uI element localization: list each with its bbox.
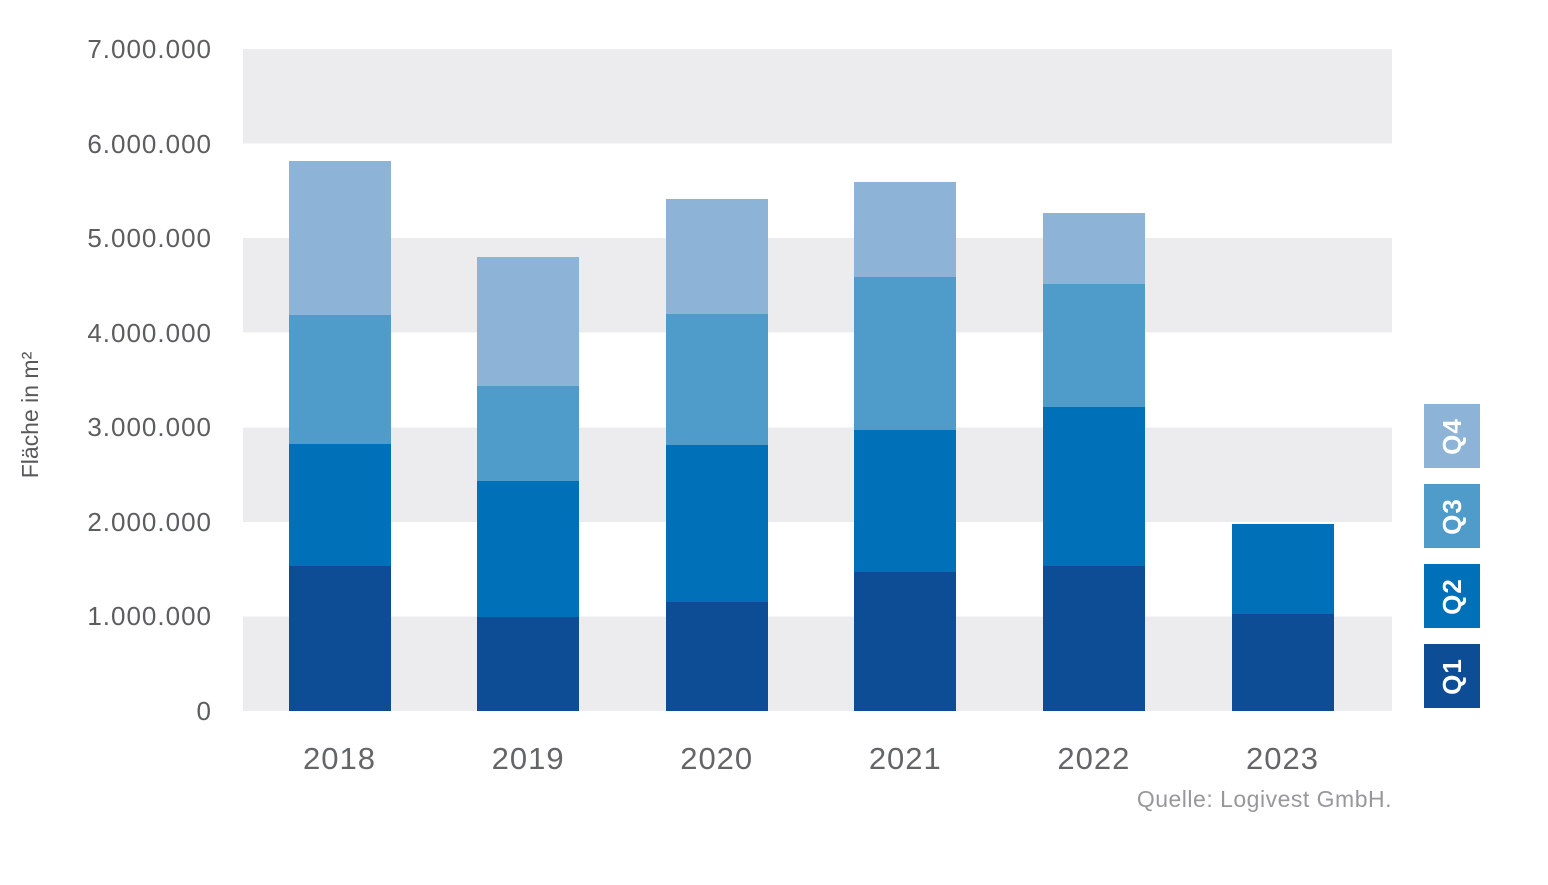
source-note: Quelle: Logivest GmbH. [1136, 786, 1392, 812]
legend-item-q4: Q4 [1424, 404, 1480, 468]
bar-segment-2020-q2 [665, 445, 768, 603]
bar-segment-2019-q3 [477, 385, 580, 482]
bar-segment-2021-q4 [854, 182, 957, 277]
x-tick-label-2019: 2019 [491, 741, 565, 776]
y-tick-label: 4.000.000 [87, 317, 212, 348]
y-tick-label: 7.000.000 [87, 34, 212, 64]
bar-segment-2018-q4 [288, 160, 391, 315]
bar-segment-2022-q3 [1042, 283, 1145, 408]
bar-segment-2021-q1 [854, 571, 957, 711]
bar-segment-2021-q3 [854, 276, 957, 431]
bar-segment-2021-q2 [854, 430, 957, 572]
legend-label-q4: Q4 [1436, 417, 1467, 455]
y-tick-label: 5.000.000 [87, 223, 212, 254]
bar-segment-2018-q3 [288, 314, 391, 445]
bar-segment-2020-q3 [665, 313, 768, 446]
legend-label-q2: Q2 [1436, 577, 1467, 615]
y-tick-label: 3.000.000 [87, 412, 212, 443]
legend-label-q3: Q3 [1436, 497, 1467, 535]
bar-segment-2023-q1 [1231, 613, 1334, 711]
bar-segment-2023-q2 [1231, 523, 1334, 614]
bar-segment-2019-q1 [477, 617, 580, 711]
y-tick-label: 0 [196, 696, 212, 726]
bar-segment-2019-q2 [477, 481, 580, 618]
legend-label-q1: Q1 [1436, 657, 1467, 695]
legend-item-q2: Q2 [1424, 564, 1480, 628]
x-tick-label-2021: 2021 [868, 741, 942, 776]
bar-segment-2020-q4 [665, 199, 768, 314]
x-tick-label-2018: 2018 [303, 741, 376, 776]
bar-segment-2020-q1 [665, 602, 768, 711]
x-tick-label-2020: 2020 [680, 741, 754, 776]
bar-segment-2019-q4 [477, 257, 580, 386]
y-axis-title: Fläche in m² [17, 351, 43, 479]
plot-area [243, 49, 1392, 711]
y-tick-label: 1.000.000 [87, 601, 212, 632]
y-tick-label: 6.000.000 [87, 128, 212, 159]
bar-segment-2022-q4 [1042, 212, 1145, 284]
x-tick-label-2022: 2022 [1057, 741, 1131, 776]
x-tick-label-2023: 2023 [1246, 741, 1319, 776]
y-tick-label: 2.000.000 [87, 506, 212, 537]
legend-item-q3: Q3 [1424, 484, 1480, 548]
bar-segment-2018-q2 [288, 444, 391, 567]
bar-segment-2022-q2 [1042, 407, 1145, 567]
legend-item-q1: Q1 [1424, 644, 1480, 708]
bar-segment-2022-q1 [1042, 566, 1145, 711]
bar-segment-2018-q1 [288, 566, 391, 711]
